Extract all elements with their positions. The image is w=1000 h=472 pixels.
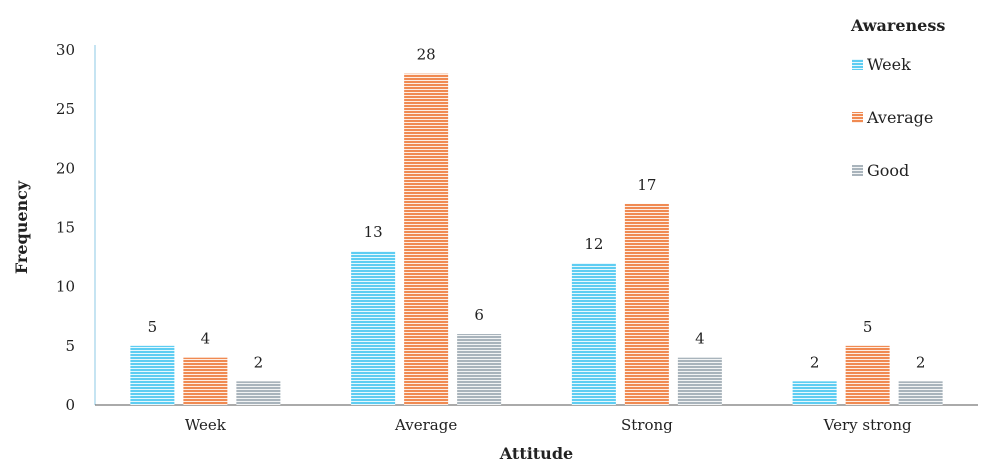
legend-label: Week	[867, 55, 911, 74]
y-axis-ticks: 0 5 10 15 20 25 30	[56, 41, 75, 414]
y-tick-label: 25	[56, 100, 75, 118]
x-tick-label: Week	[185, 416, 227, 434]
data-label: 28	[417, 46, 436, 64]
x-tick-label: Average	[394, 416, 457, 434]
data-label: 5	[863, 318, 873, 336]
data-label: 5	[148, 318, 158, 336]
y-tick-label: 15	[56, 219, 75, 237]
bar-average-strong	[624, 203, 669, 405]
bar-week-strong	[571, 263, 616, 405]
data-label: 4	[201, 330, 211, 348]
bar-good-very-strong	[898, 381, 943, 405]
y-axis-title: Frequency	[12, 180, 31, 274]
y-tick-label: 5	[65, 337, 75, 355]
legend-label: Good	[867, 161, 909, 180]
bar-good-average	[457, 334, 502, 405]
y-tick-label: 0	[65, 396, 75, 414]
bar-week-very-strong	[792, 381, 837, 405]
data-label: 2	[254, 353, 264, 371]
data-label: 6	[474, 306, 484, 324]
y-tick-label: 10	[56, 278, 75, 296]
bar-week-week	[130, 345, 175, 405]
x-tick-label: Strong	[621, 416, 673, 434]
legend-swatch	[852, 165, 863, 176]
legend-label: Average	[866, 108, 933, 127]
data-label: 2	[916, 353, 926, 371]
bar-average-average	[404, 73, 449, 406]
x-tick-label: Very strong	[823, 416, 912, 434]
data-labels: 5 4 2 13 28 6 12 17 4 2 5 2	[148, 46, 926, 372]
legend-swatch	[852, 59, 863, 70]
bar-average-very-strong	[845, 345, 890, 405]
bar-week-average	[351, 251, 396, 405]
x-axis-title: Attitude	[499, 444, 573, 463]
legend: Awareness Week Average Good	[850, 16, 945, 180]
bar-good-week	[236, 381, 281, 405]
bar-good-strong	[677, 357, 722, 405]
bar-average-week	[183, 357, 228, 405]
data-label: 13	[364, 223, 383, 241]
y-tick-label: 30	[56, 41, 75, 59]
bars	[130, 73, 943, 406]
x-axis-categories: Week Average Strong Very strong	[185, 416, 912, 434]
legend-title: Awareness	[850, 16, 945, 35]
legend-swatch	[852, 112, 863, 123]
data-label: 2	[810, 353, 820, 371]
data-label: 17	[637, 176, 656, 194]
data-label: 12	[584, 235, 603, 253]
data-label: 4	[695, 330, 705, 348]
y-tick-label: 20	[56, 159, 75, 177]
